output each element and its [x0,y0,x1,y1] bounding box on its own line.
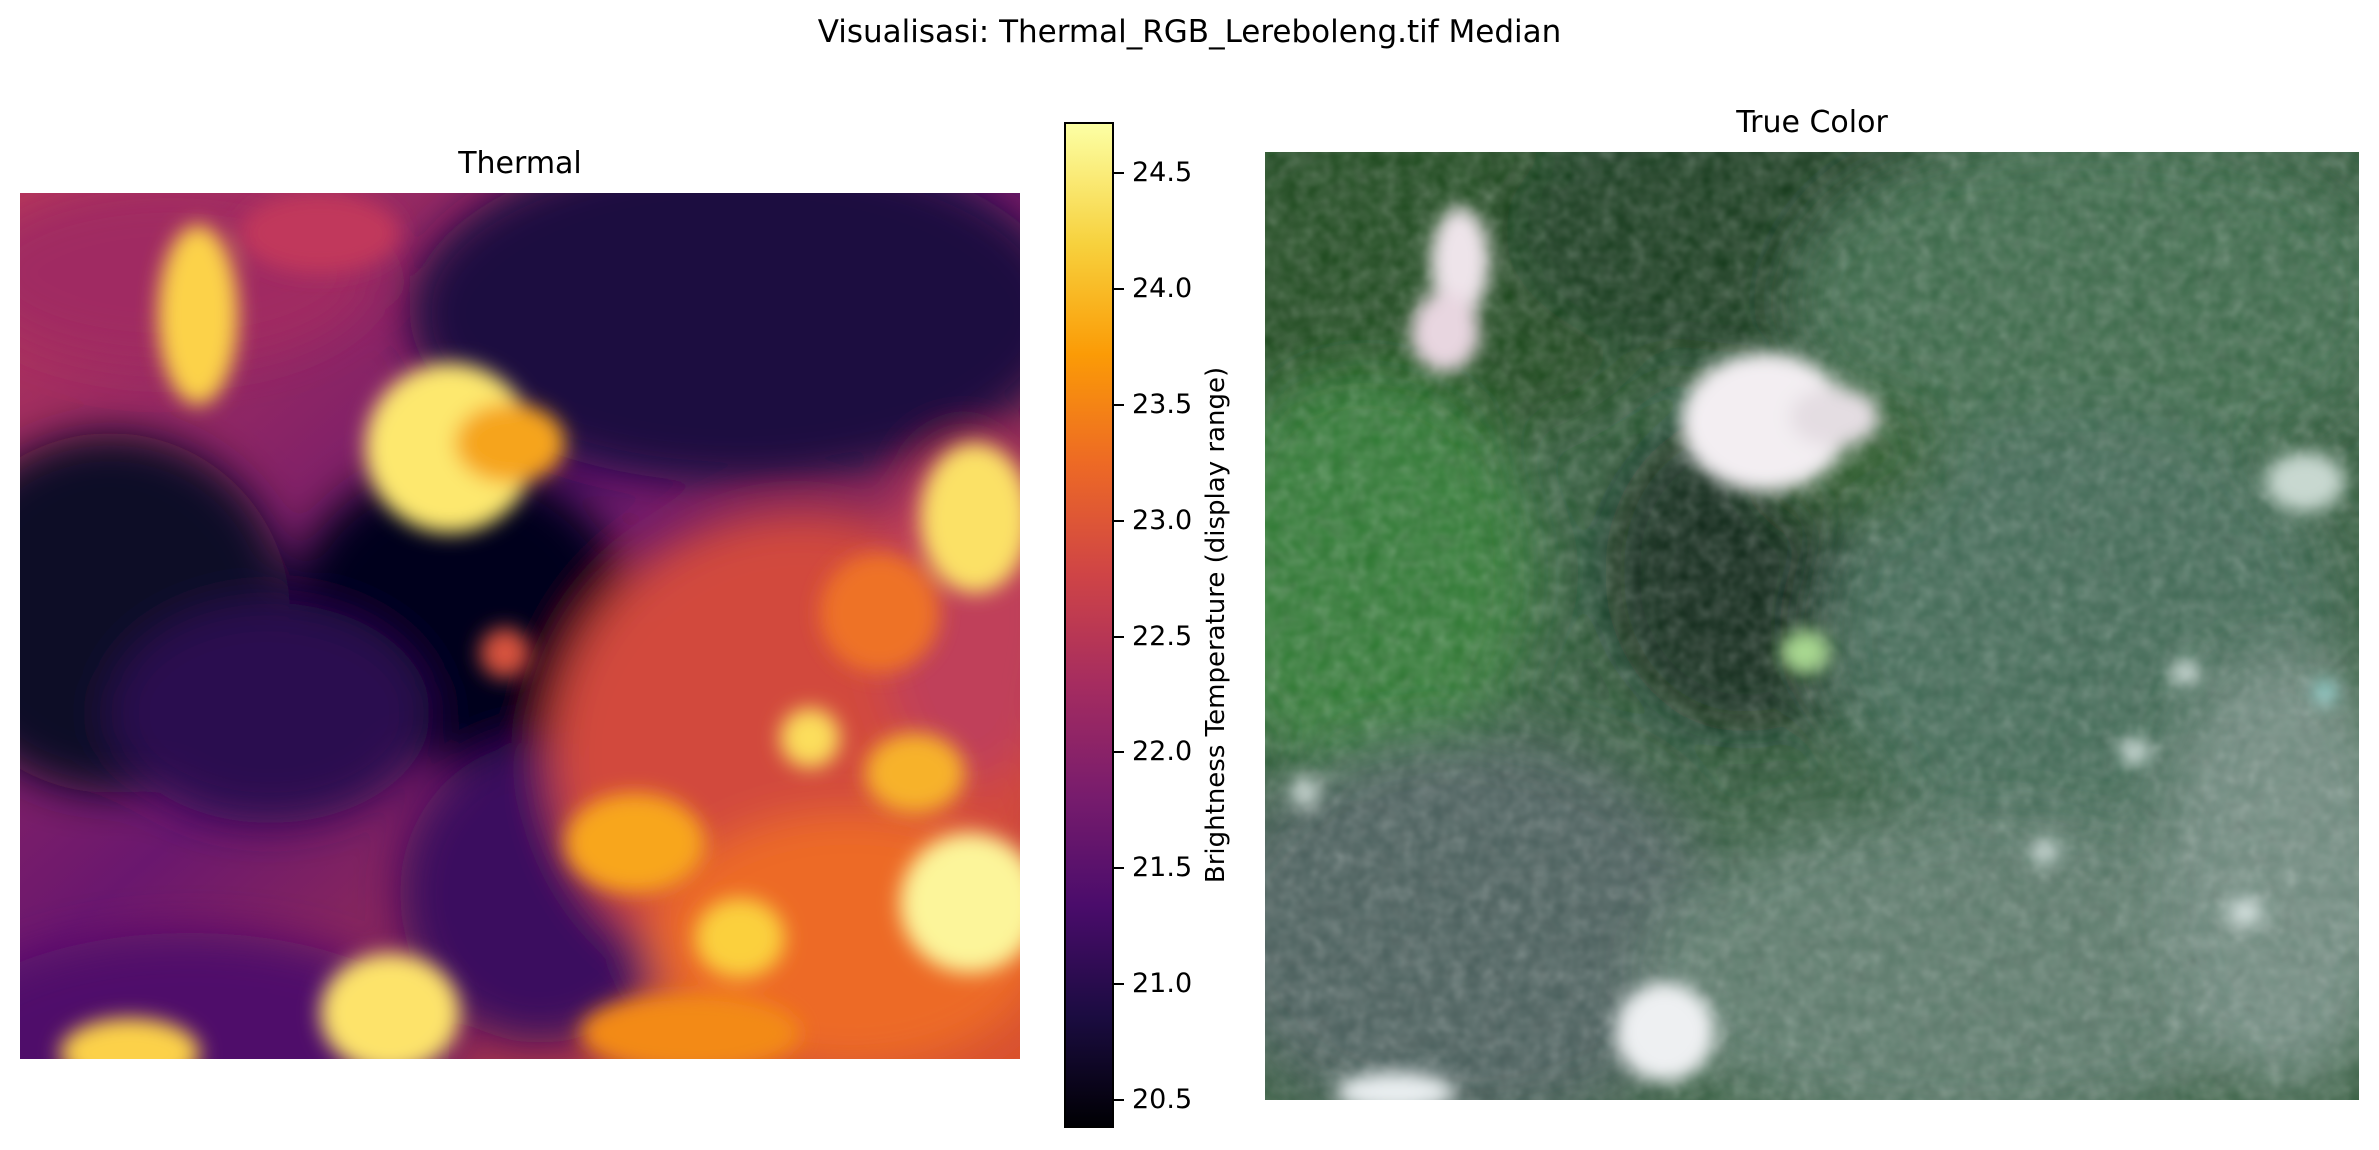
colorbar-tick-label: 23.0 [1132,504,1193,536]
colorbar-tick [1114,867,1124,870]
colorbar-label: Brightness Temperature (display range) [1201,366,1231,884]
colorbar-tick [1114,1099,1124,1102]
colorbar-tick [1114,519,1124,522]
colorbar [1064,122,1114,1128]
colorbar-tick [1114,983,1124,986]
colorbar-tick-label: 21.0 [1132,968,1193,1000]
colorbar-tick [1114,751,1124,754]
colorbar-tick [1114,635,1124,638]
thermal-title: Thermal [458,146,582,181]
colorbar-tick [1114,287,1124,290]
colorbar-tick-label: 24.0 [1132,272,1193,304]
colorbar-tick-label: 22.0 [1132,736,1193,768]
colorbar-tick [1114,171,1124,174]
thermal-image [20,193,1020,1059]
colorbar-tick [1114,403,1124,406]
colorbar-tick-label: 21.5 [1132,852,1193,884]
truecolor-image [1265,152,2359,1100]
colorbar-tick-label: 22.5 [1132,620,1193,652]
colorbar-tick-label: 24.5 [1132,156,1193,188]
colorbar-tick-label: 20.5 [1132,1084,1193,1116]
colorbar-tick-label: 23.5 [1132,388,1193,420]
figure-suptitle: Visualisasi: Thermal_RGB_Lereboleng.tif … [817,14,1562,50]
truecolor-title: True Color [1736,105,1888,140]
